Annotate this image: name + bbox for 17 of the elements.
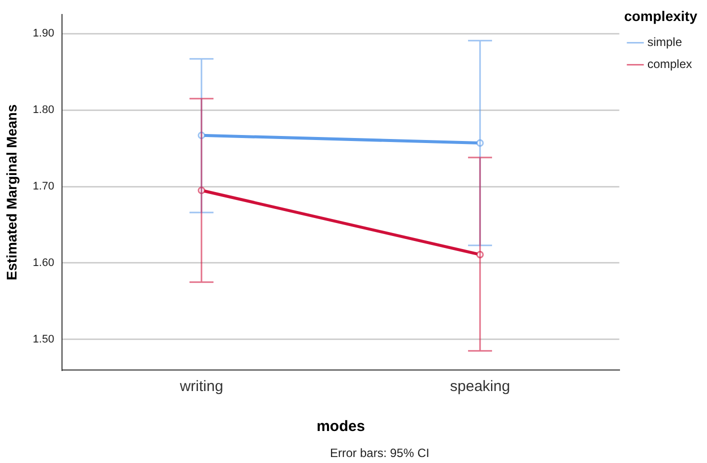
point <box>198 132 206 140</box>
y-tick-label: 1.50 <box>32 333 54 346</box>
x-tick-label: writing <box>178 378 224 396</box>
y-tick-label: 1.60 <box>32 257 54 270</box>
x-tick-label: speaking <box>450 378 510 396</box>
y-tick-label: 1.90 <box>32 28 54 40</box>
point <box>476 139 484 147</box>
text: Error bars: 95% CI <box>330 446 430 460</box>
y-tick-label: 1.80 <box>32 104 54 116</box>
point <box>476 250 484 258</box>
y-axis-title: Estimated Marginal Means <box>3 104 20 280</box>
legend-label: complex <box>647 57 692 72</box>
legend-title: complexity <box>624 8 698 24</box>
x-axis-title: modes <box>316 418 365 436</box>
legend-label: simple <box>647 35 682 50</box>
y-tick-label: 1.70 <box>32 180 54 193</box>
point <box>198 186 206 194</box>
